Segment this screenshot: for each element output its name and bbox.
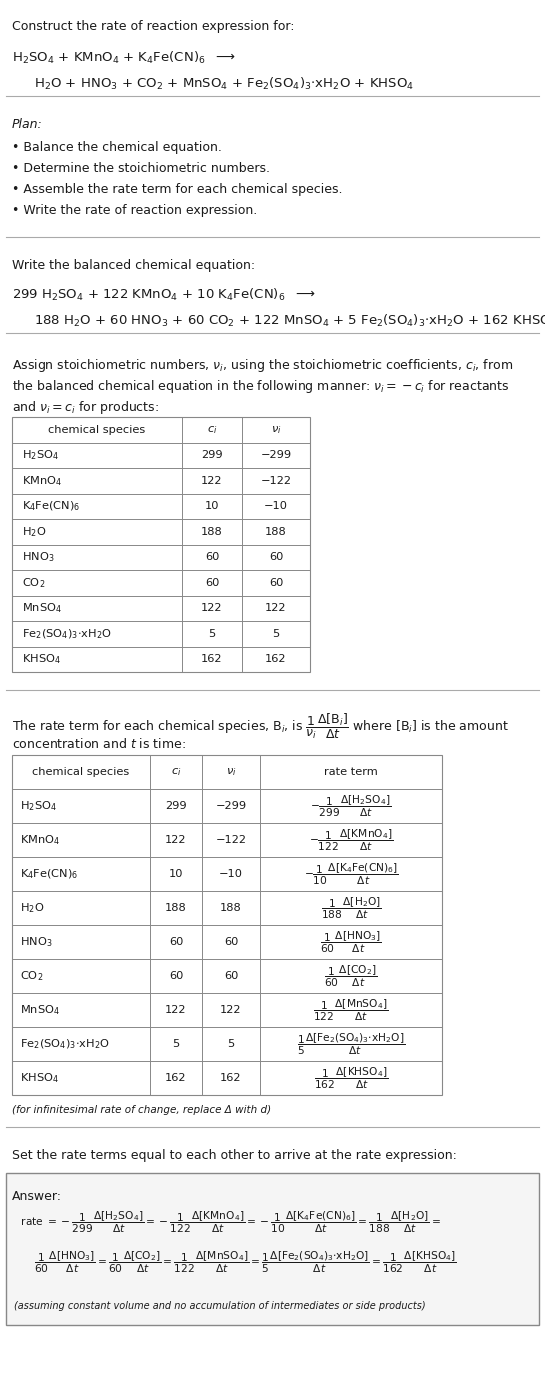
Text: 122: 122 — [165, 835, 187, 845]
Text: concentration and $t$ is time:: concentration and $t$ is time: — [12, 736, 186, 752]
Text: $\nu_i$: $\nu_i$ — [226, 766, 237, 778]
Text: 60: 60 — [205, 578, 219, 587]
Text: CO$_2$: CO$_2$ — [20, 969, 43, 983]
Text: Set the rate terms equal to each other to arrive at the rate expression:: Set the rate terms equal to each other t… — [12, 1148, 457, 1162]
Text: 5: 5 — [227, 1038, 235, 1050]
Text: rate term: rate term — [324, 767, 378, 777]
Text: H$_2$SO$_4$: H$_2$SO$_4$ — [20, 799, 57, 813]
Text: Answer:: Answer: — [12, 1190, 62, 1203]
Text: • Balance the chemical equation.: • Balance the chemical equation. — [12, 141, 222, 155]
Text: chemical species: chemical species — [32, 767, 130, 777]
Text: 60: 60 — [169, 937, 183, 947]
Text: 188: 188 — [165, 903, 187, 913]
Text: KMnO$_4$: KMnO$_4$ — [22, 473, 62, 487]
Text: $\dfrac{1}{162}\dfrac{\Delta[\mathrm{KHSO_4}]}{\Delta t}$: $\dfrac{1}{162}\dfrac{\Delta[\mathrm{KHS… — [314, 1065, 388, 1091]
Text: rate $= -\dfrac{1}{299}\dfrac{\Delta[\mathrm{H_2SO_4}]}{\Delta t} = -\dfrac{1}{1: rate $= -\dfrac{1}{299}\dfrac{\Delta[\ma… — [14, 1210, 441, 1235]
Text: HNO$_3$: HNO$_3$ — [22, 550, 54, 564]
Text: $-\dfrac{1}{122}\dfrac{\Delta[\mathrm{KMnO_4}]}{\Delta t}$: $-\dfrac{1}{122}\dfrac{\Delta[\mathrm{KM… — [309, 827, 393, 853]
Text: −299: −299 — [261, 450, 292, 461]
Text: −122: −122 — [215, 835, 246, 845]
Text: 122: 122 — [165, 1005, 187, 1015]
Text: 162: 162 — [201, 654, 223, 664]
Text: H$_2$SO$_4$: H$_2$SO$_4$ — [22, 448, 59, 462]
Text: 60: 60 — [205, 553, 219, 562]
Text: • Determine the stoichiometric numbers.: • Determine the stoichiometric numbers. — [12, 161, 270, 175]
Text: Write the balanced chemical equation:: Write the balanced chemical equation: — [12, 259, 255, 271]
Text: 122: 122 — [220, 1005, 242, 1015]
Text: 122: 122 — [201, 603, 223, 614]
Text: (for infinitesimal rate of change, replace Δ with d): (for infinitesimal rate of change, repla… — [12, 1105, 271, 1115]
Text: Fe$_2$(SO$_4$)$_3$$\cdot$xH$_2$O: Fe$_2$(SO$_4$)$_3$$\cdot$xH$_2$O — [20, 1037, 110, 1051]
Text: 10: 10 — [205, 501, 219, 511]
Text: the balanced chemical equation in the following manner: $\nu_i = -c_i$ for react: the balanced chemical equation in the fo… — [12, 379, 510, 395]
Text: The rate term for each chemical species, B$_i$, is $\dfrac{1}{\nu_i}\dfrac{\Delt: The rate term for each chemical species,… — [12, 711, 509, 741]
Text: $c_i$: $c_i$ — [207, 423, 217, 436]
Text: $\dfrac{1}{5}\dfrac{\Delta[\mathrm{Fe_2(SO_4)_3{\cdot}xH_2O}]}{\Delta t}$: $\dfrac{1}{5}\dfrac{\Delta[\mathrm{Fe_2(… — [297, 1031, 405, 1057]
Text: K$_4$Fe(CN)$_6$: K$_4$Fe(CN)$_6$ — [20, 867, 78, 881]
Text: $-\dfrac{1}{299}\dfrac{\Delta[\mathrm{H_2SO_4}]}{\Delta t}$: $-\dfrac{1}{299}\dfrac{\Delta[\mathrm{H_… — [310, 793, 392, 818]
Bar — [12, 754, 442, 1096]
Text: 162: 162 — [165, 1073, 187, 1083]
Text: 5: 5 — [208, 629, 216, 639]
Text: Fe$_2$(SO$_4$)$_3$$\cdot$xH$_2$O: Fe$_2$(SO$_4$)$_3$$\cdot$xH$_2$O — [22, 626, 112, 640]
Text: 60: 60 — [269, 553, 283, 562]
Text: MnSO$_4$: MnSO$_4$ — [22, 601, 62, 615]
Text: (assuming constant volume and no accumulation of intermediates or side products): (assuming constant volume and no accumul… — [14, 1302, 426, 1311]
Text: and $\nu_i = c_i$ for products:: and $\nu_i = c_i$ for products: — [12, 400, 159, 416]
Text: 5: 5 — [172, 1038, 180, 1050]
Text: 60: 60 — [169, 972, 183, 981]
Text: H$_2$O: H$_2$O — [22, 525, 46, 539]
Text: 188: 188 — [220, 903, 242, 913]
Text: $\dfrac{1}{188}\dfrac{\Delta[\mathrm{H_2O}]}{\Delta t}$: $\dfrac{1}{188}\dfrac{\Delta[\mathrm{H_2… — [320, 895, 382, 920]
Text: $\dfrac{1}{60}\dfrac{\Delta[\mathrm{HNO_3}]}{\Delta t} = \dfrac{1}{60}\dfrac{\De: $\dfrac{1}{60}\dfrac{\Delta[\mathrm{HNO_… — [34, 1250, 457, 1275]
Text: $\dfrac{1}{60}\dfrac{\Delta[\mathrm{CO_2}]}{\Delta t}$: $\dfrac{1}{60}\dfrac{\Delta[\mathrm{CO_2… — [324, 963, 378, 988]
Text: 162: 162 — [265, 654, 287, 664]
Text: CO$_2$: CO$_2$ — [22, 576, 45, 590]
Text: HNO$_3$: HNO$_3$ — [20, 935, 52, 949]
Text: 122: 122 — [265, 603, 287, 614]
Text: $\dfrac{1}{60}\dfrac{\Delta[\mathrm{HNO_3}]}{\Delta t}$: $\dfrac{1}{60}\dfrac{\Delta[\mathrm{HNO_… — [320, 930, 382, 955]
Text: 162: 162 — [220, 1073, 242, 1083]
Text: 188 H$_2$O + 60 HNO$_3$ + 60 CO$_2$ + 122 MnSO$_4$ + 5 Fe$_2$(SO$_4$)$_3$$\cdot$: 188 H$_2$O + 60 HNO$_3$ + 60 CO$_2$ + 12… — [34, 313, 545, 329]
Text: $\nu_i$: $\nu_i$ — [271, 423, 281, 436]
Text: H$_2$O + HNO$_3$ + CO$_2$ + MnSO$_4$ + Fe$_2$(SO$_4$)$_3$$\cdot$xH$_2$O + KHSO$_: H$_2$O + HNO$_3$ + CO$_2$ + MnSO$_4$ + F… — [34, 77, 414, 92]
Text: 60: 60 — [224, 972, 238, 981]
Text: Assign stoichiometric numbers, $\nu_i$, using the stoichiometric coefficients, $: Assign stoichiometric numbers, $\nu_i$, … — [12, 356, 513, 374]
Text: H$_2$O: H$_2$O — [20, 901, 44, 915]
Text: H$_2$SO$_4$ + KMnO$_4$ + K$_4$Fe(CN)$_6$  $\longrightarrow$: H$_2$SO$_4$ + KMnO$_4$ + K$_4$Fe(CN)$_6$… — [12, 50, 236, 65]
Text: −122: −122 — [261, 476, 292, 486]
Text: 299: 299 — [165, 800, 187, 812]
Text: $\dfrac{1}{122}\dfrac{\Delta[\mathrm{MnSO_4}]}{\Delta t}$: $\dfrac{1}{122}\dfrac{\Delta[\mathrm{MnS… — [313, 997, 389, 1023]
Text: • Assemble the rate term for each chemical species.: • Assemble the rate term for each chemic… — [12, 182, 342, 196]
Text: 122: 122 — [201, 476, 223, 486]
Text: chemical species: chemical species — [49, 425, 146, 434]
Text: 5: 5 — [272, 629, 280, 639]
Text: K$_4$Fe(CN)$_6$: K$_4$Fe(CN)$_6$ — [22, 500, 81, 514]
Text: $-\dfrac{1}{10}\dfrac{\Delta[\mathrm{K_4Fe(CN)_6}]}{\Delta t}$: $-\dfrac{1}{10}\dfrac{\Delta[\mathrm{K_4… — [304, 862, 398, 887]
Bar — [6, 1173, 539, 1325]
Text: 188: 188 — [265, 526, 287, 537]
Text: 60: 60 — [269, 578, 283, 587]
Text: 10: 10 — [169, 869, 183, 878]
Text: −10: −10 — [264, 501, 288, 511]
Text: KHSO$_4$: KHSO$_4$ — [22, 653, 61, 667]
Text: −10: −10 — [219, 869, 243, 878]
Text: KHSO$_4$: KHSO$_4$ — [20, 1070, 59, 1084]
Text: • Write the rate of reaction expression.: • Write the rate of reaction expression. — [12, 205, 257, 217]
Bar — [12, 418, 310, 672]
Text: 188: 188 — [201, 526, 223, 537]
Text: −299: −299 — [215, 800, 246, 812]
Text: KMnO$_4$: KMnO$_4$ — [20, 832, 60, 846]
Text: $c_i$: $c_i$ — [171, 766, 181, 778]
Text: 60: 60 — [224, 937, 238, 947]
Text: Plan:: Plan: — [12, 118, 43, 131]
Text: 299: 299 — [201, 450, 223, 461]
Text: 299 H$_2$SO$_4$ + 122 KMnO$_4$ + 10 K$_4$Fe(CN)$_6$  $\longrightarrow$: 299 H$_2$SO$_4$ + 122 KMnO$_4$ + 10 K$_4… — [12, 287, 316, 303]
Text: MnSO$_4$: MnSO$_4$ — [20, 1004, 60, 1018]
Text: Construct the rate of reaction expression for:: Construct the rate of reaction expressio… — [12, 19, 294, 33]
